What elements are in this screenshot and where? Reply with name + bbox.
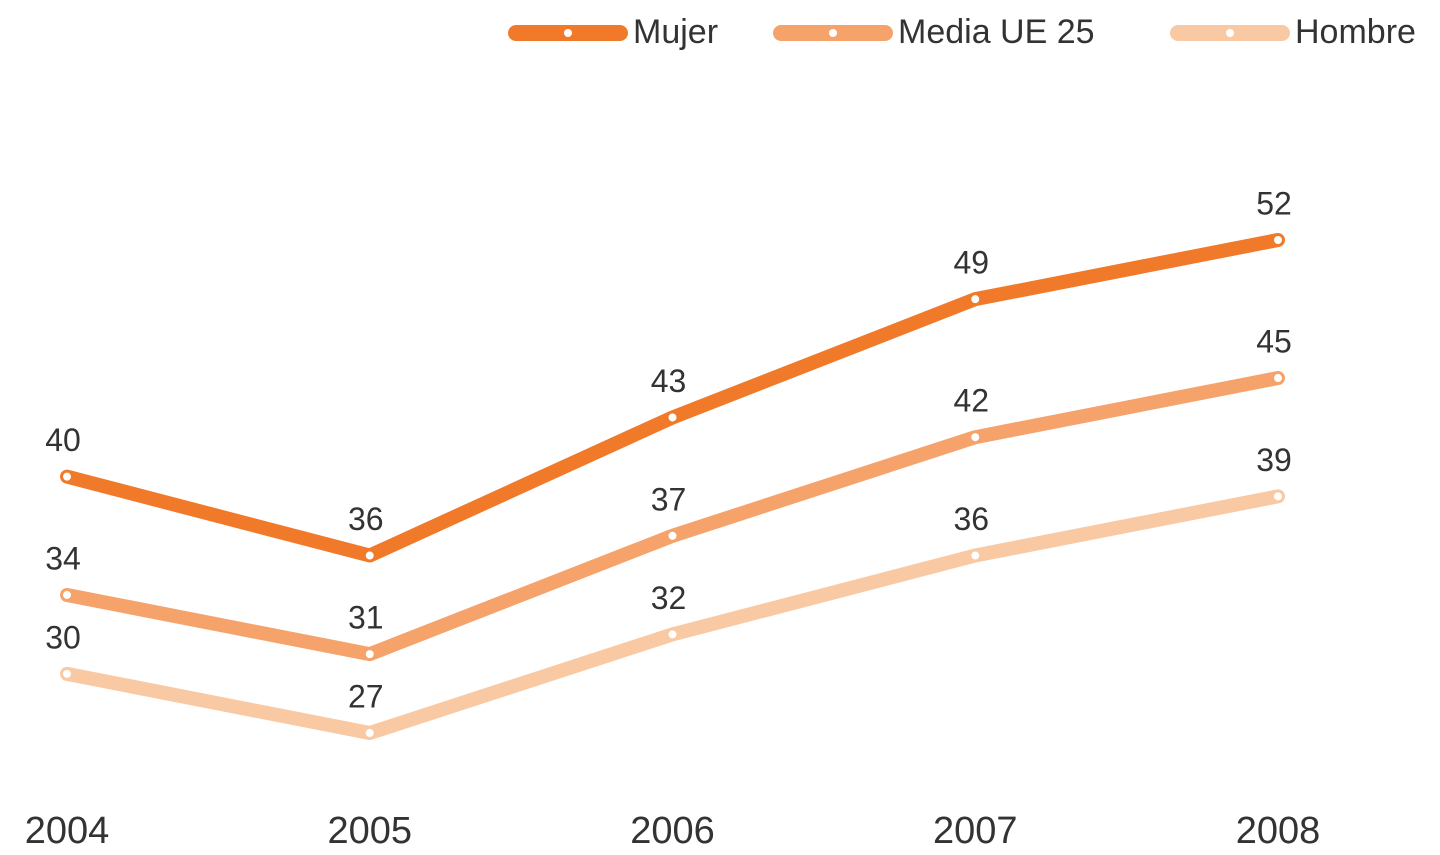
data-point — [61, 667, 73, 680]
legend-label: Media UE 25 — [898, 13, 1095, 51]
data-label: 31 — [348, 600, 384, 636]
x-tick-label: 2005 — [327, 810, 412, 852]
data-point — [666, 529, 679, 542]
data-label: 30 — [45, 619, 81, 655]
legend-marker — [829, 29, 837, 37]
legend-marker — [1226, 29, 1234, 37]
data-label: 27 — [348, 678, 384, 714]
data-point — [363, 549, 376, 562]
data-point — [969, 431, 982, 444]
data-label: 37 — [651, 481, 687, 517]
legend-marker — [564, 29, 572, 37]
x-tick-label: 2008 — [1236, 810, 1321, 852]
data-point — [1272, 372, 1284, 385]
data-label: 36 — [953, 501, 989, 537]
data-point — [1272, 490, 1284, 503]
data-point — [61, 588, 73, 601]
data-label: 45 — [1256, 323, 1292, 359]
x-tick-label: 2004 — [25, 810, 110, 852]
x-tick-label: 2006 — [630, 810, 715, 852]
data-label: 34 — [45, 540, 81, 576]
legend-label: Mujer — [633, 13, 718, 51]
data-label: 42 — [953, 383, 989, 419]
data-label: 36 — [348, 501, 384, 537]
data-point — [1272, 234, 1284, 246]
data-point — [363, 727, 376, 739]
data-label: 40 — [45, 422, 81, 458]
data-label: 52 — [1256, 185, 1292, 221]
data-point — [666, 411, 679, 424]
data-point — [969, 549, 982, 562]
data-label: 32 — [651, 580, 687, 616]
data-label: 43 — [651, 363, 687, 399]
data-point — [363, 648, 376, 661]
data-point — [666, 628, 679, 641]
x-tick-label: 2007 — [933, 810, 1018, 852]
data-point — [969, 293, 982, 306]
data-point — [61, 470, 73, 483]
legend-label: Hombre — [1295, 13, 1416, 51]
data-label: 49 — [953, 245, 989, 281]
data-label: 39 — [1256, 442, 1292, 478]
